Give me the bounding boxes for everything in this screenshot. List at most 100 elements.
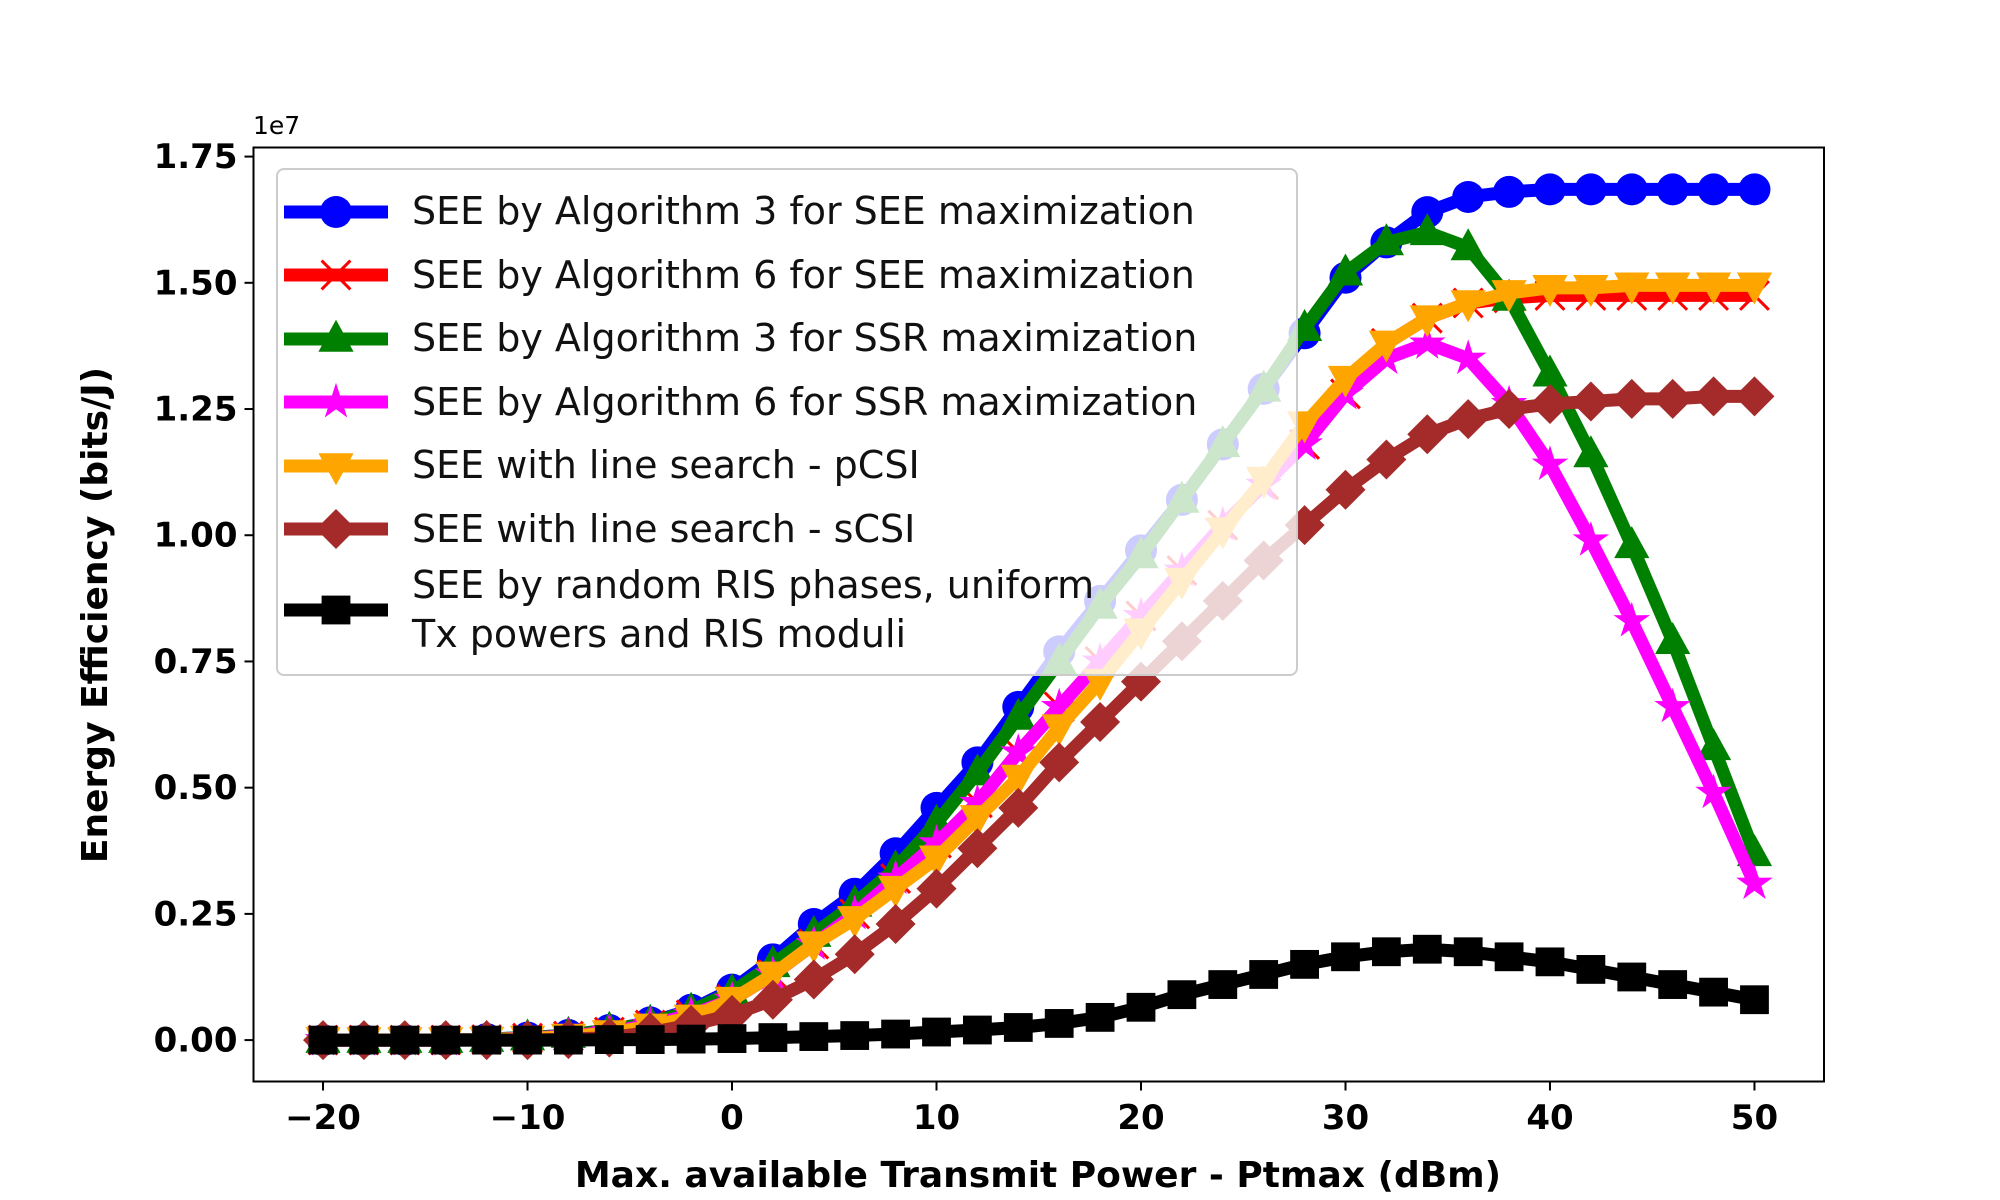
marker — [918, 845, 955, 878]
marker — [1412, 934, 1442, 964]
x-tick-label: −20 — [285, 1098, 361, 1138]
x-axis-label: Max. available Transmit Power - Ptmax (d… — [575, 1155, 1501, 1196]
legend-entry: SEE with line search - sCSI — [278, 498, 1296, 562]
marker — [758, 1023, 788, 1052]
marker — [1570, 381, 1611, 422]
marker — [755, 961, 791, 994]
marker — [1736, 864, 1773, 900]
marker — [1371, 937, 1401, 967]
marker — [1697, 173, 1730, 206]
legend-handle — [284, 595, 388, 625]
y-tick-label: 0.00 — [154, 1021, 238, 1061]
marker — [1613, 601, 1651, 637]
marker — [717, 1024, 747, 1053]
marker — [1450, 290, 1486, 323]
marker — [1576, 955, 1606, 984]
marker — [594, 1025, 624, 1054]
legend-label: SEE by random RIS phases, uniform Tx pow… — [412, 563, 1095, 657]
marker — [1532, 354, 1568, 387]
marker — [834, 934, 875, 975]
marker — [1573, 275, 1609, 308]
marker — [881, 1019, 911, 1049]
marker — [1000, 697, 1036, 730]
marker — [676, 1024, 706, 1054]
marker — [1494, 942, 1524, 972]
marker — [957, 828, 998, 869]
y-tick-label: 1.25 — [154, 390, 238, 430]
marker — [1656, 173, 1689, 206]
marker — [998, 787, 1039, 828]
marker — [1208, 970, 1238, 999]
marker — [1533, 173, 1566, 206]
marker — [1449, 339, 1487, 375]
marker — [318, 319, 354, 352]
marker — [1738, 173, 1771, 206]
marker — [513, 1025, 542, 1055]
marker — [1452, 180, 1485, 213]
marker — [840, 1021, 870, 1050]
marker — [316, 509, 356, 550]
marker — [1448, 399, 1489, 440]
marker — [1409, 305, 1445, 338]
marker — [1407, 414, 1448, 455]
marker — [1734, 376, 1775, 417]
legend-label: SEE with line search - pCSI — [412, 443, 920, 488]
legend-entry: SEE by Algorithm 3 for SEE maximization — [278, 180, 1296, 244]
marker — [1614, 272, 1650, 305]
offset-label: 1e7 — [253, 111, 300, 140]
marker — [1409, 213, 1445, 246]
legend-label: SEE by Algorithm 3 for SEE maximization — [412, 189, 1195, 234]
marker — [918, 824, 955, 859]
marker — [1736, 272, 1773, 305]
marker — [1366, 439, 1407, 480]
marker — [1491, 280, 1527, 313]
marker — [1085, 1002, 1115, 1032]
marker — [1655, 272, 1691, 305]
marker — [1453, 937, 1483, 967]
marker — [1450, 228, 1486, 261]
legend: SEE by Algorithm 3 for SEE maximization S… — [276, 168, 1298, 676]
marker — [1167, 980, 1197, 1010]
marker — [1409, 324, 1446, 359]
marker — [1325, 469, 1366, 510]
marker — [320, 259, 352, 291]
marker — [1740, 985, 1769, 1015]
marker — [1327, 365, 1364, 398]
y-tick-label: 1.50 — [154, 263, 238, 303]
x-tick-label: 20 — [1117, 1098, 1164, 1138]
marker — [1572, 521, 1610, 556]
marker — [1327, 253, 1364, 286]
marker — [1249, 960, 1279, 989]
marker — [1655, 622, 1691, 655]
marker — [837, 906, 873, 939]
series — [308, 934, 1769, 1055]
marker — [1573, 435, 1609, 468]
legend-label: SEE by Algorithm 6 for SEE maximization — [412, 252, 1195, 297]
y-tick-label: 1.75 — [154, 137, 238, 177]
y-axis-label: Energy Efficiency (bits/J) — [75, 367, 116, 863]
marker — [1654, 687, 1691, 723]
x-tick-label: 40 — [1526, 1098, 1573, 1138]
legend-entry: SEE by Algorithm 6 for SSR maximization — [278, 371, 1296, 435]
marker — [390, 1025, 420, 1055]
marker — [959, 805, 996, 838]
x-tick-label: 10 — [913, 1098, 960, 1138]
marker — [916, 868, 957, 909]
marker — [1080, 702, 1121, 743]
marker — [321, 595, 351, 625]
legend-entry: SEE with line search - pCSI — [278, 434, 1296, 498]
marker — [1041, 714, 1077, 747]
marker — [1000, 733, 1037, 768]
marker — [1699, 977, 1728, 1007]
marker — [1617, 962, 1647, 992]
marker — [1652, 378, 1693, 419]
marker — [1368, 223, 1404, 256]
marker — [1411, 196, 1444, 229]
legend-entry: SEE by Algorithm 3 for SSR maximization — [278, 307, 1296, 371]
marker — [1695, 773, 1732, 809]
marker — [317, 383, 355, 418]
marker — [959, 753, 996, 786]
marker — [554, 1025, 583, 1055]
legend-handle — [284, 195, 388, 228]
marker — [472, 1025, 502, 1055]
